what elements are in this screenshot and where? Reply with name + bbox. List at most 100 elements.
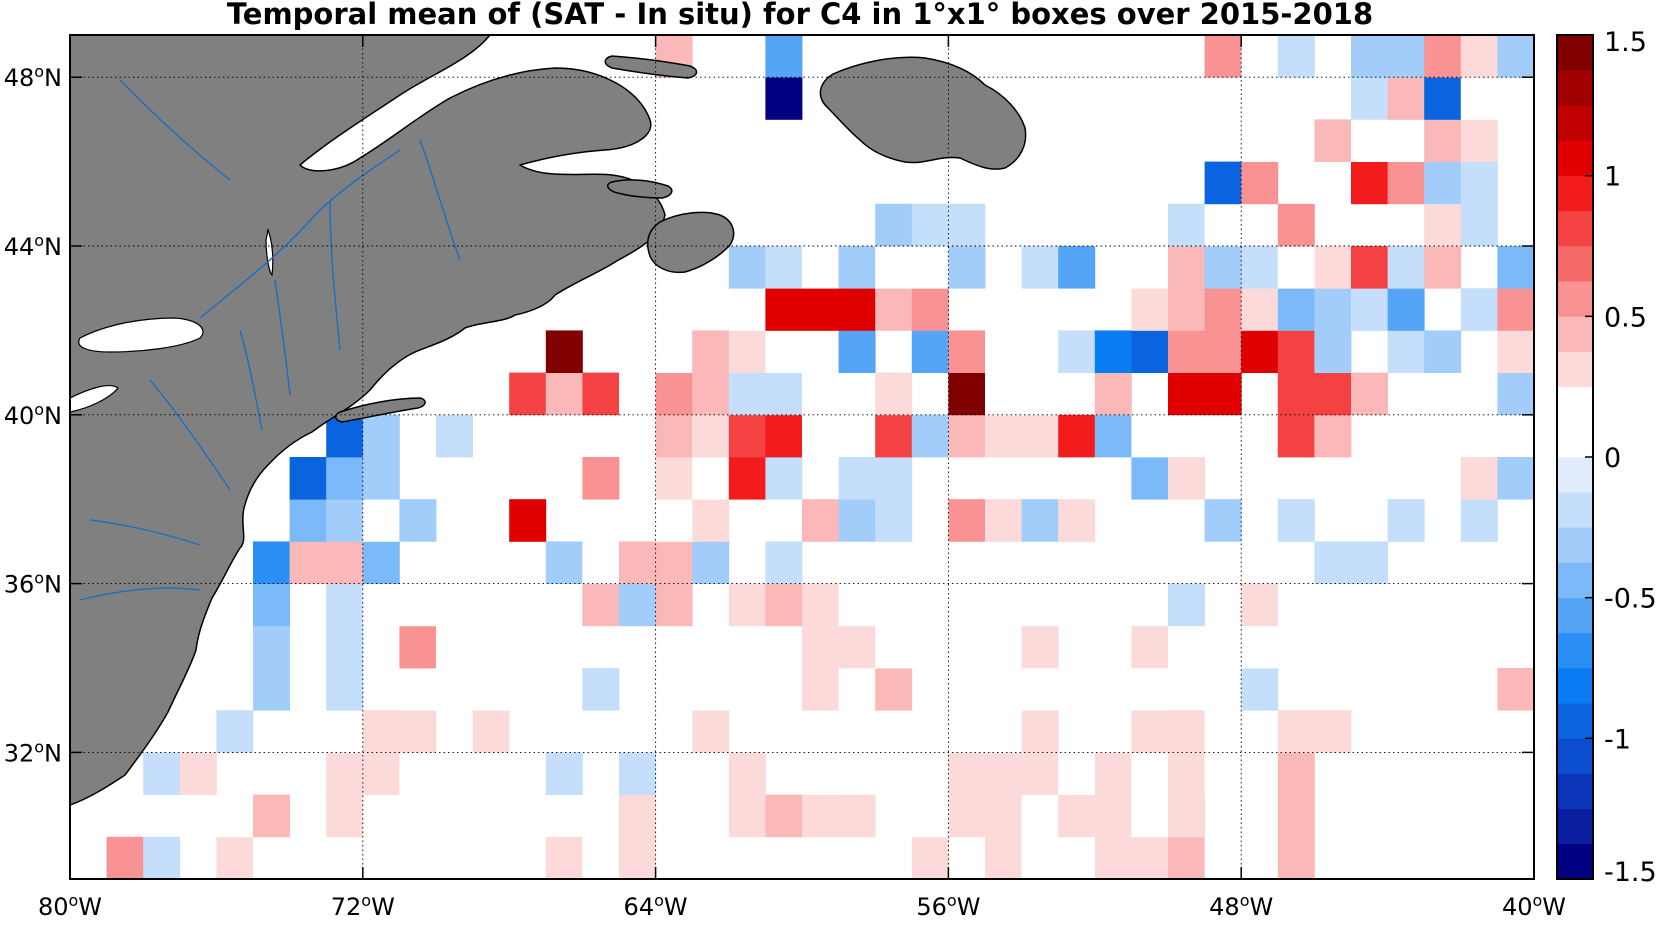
data-cell xyxy=(179,794,217,838)
data-cell xyxy=(253,625,290,669)
data-cell xyxy=(728,330,766,373)
data-cell xyxy=(1058,794,1096,838)
frame-ticks xyxy=(70,35,1534,879)
data-cell xyxy=(216,710,254,753)
data-cell xyxy=(948,499,986,542)
data-cell xyxy=(1131,330,1169,373)
data-cell xyxy=(1387,35,1425,36)
data-cell xyxy=(619,372,656,416)
data-cell xyxy=(1204,161,1242,205)
data-cell xyxy=(948,330,986,373)
colorbar-tick-label: 0 xyxy=(1604,443,1621,474)
data-cell xyxy=(436,457,473,500)
colorbar-segment xyxy=(1557,527,1593,563)
colorbar-segment xyxy=(1557,105,1593,141)
data-cell xyxy=(1497,35,1534,36)
data-cell xyxy=(765,414,803,458)
island-anticosti xyxy=(604,55,698,79)
lake-champlain xyxy=(265,227,274,277)
data-cell xyxy=(1424,161,1462,205)
data-cell xyxy=(1424,35,1462,78)
data-cell xyxy=(838,583,876,627)
data-cell xyxy=(1277,710,1315,753)
lake-ontario xyxy=(78,317,204,353)
data-cell xyxy=(472,625,510,669)
data-cell xyxy=(1314,161,1352,205)
colorbar-segment xyxy=(1557,808,1593,845)
data-cell xyxy=(948,372,986,416)
data-cell xyxy=(253,583,290,627)
x-tick-label: 40oW xyxy=(1502,891,1566,921)
data-cell xyxy=(436,625,473,669)
data-cell xyxy=(1424,35,1462,36)
data-cell xyxy=(1424,77,1462,120)
river-st-lawrence xyxy=(199,149,401,319)
data-cell xyxy=(179,752,217,795)
colorbar-tick-label: 1.5 xyxy=(1604,27,1647,58)
data-cell xyxy=(655,457,693,500)
data-cell xyxy=(1131,457,1169,500)
data-cell xyxy=(362,583,400,627)
data-cell xyxy=(1387,77,1425,120)
y-tick-labels: 32oN 36oN 40oN 44oN 48oN xyxy=(4,62,62,767)
data-cell xyxy=(1460,583,1498,627)
x-tick-label: 48oW xyxy=(1209,891,1273,921)
data-cell xyxy=(911,583,949,627)
data-cell xyxy=(289,836,327,879)
data-cell xyxy=(948,752,986,795)
data-cell xyxy=(545,330,583,373)
data-cell xyxy=(1314,288,1352,331)
data-cell xyxy=(1168,330,1205,373)
data-cell xyxy=(1387,35,1425,78)
data-cell xyxy=(216,836,254,879)
data-cell xyxy=(692,668,730,711)
data-cell xyxy=(1204,35,1242,36)
colorbar-segment xyxy=(1557,175,1593,212)
data-cell xyxy=(1094,752,1132,795)
x-tick-label: 56oW xyxy=(916,891,980,921)
x-tick-label: 80oW xyxy=(38,891,102,921)
data-cell xyxy=(765,794,803,838)
colorbar-tick-label: -0.5 xyxy=(1604,584,1657,615)
y-tick-label: 36oN xyxy=(4,569,62,599)
data-cell xyxy=(875,372,913,416)
data-cell xyxy=(472,710,510,753)
colorbar-segment xyxy=(1557,597,1593,634)
data-cell xyxy=(1277,836,1315,879)
colorbar-segment xyxy=(1557,35,1593,71)
data-cell xyxy=(326,836,364,879)
data-cell xyxy=(509,414,547,458)
data-cell xyxy=(765,372,803,416)
data-cell xyxy=(1497,457,1534,500)
data-cell xyxy=(1387,246,1425,289)
data-cell xyxy=(802,583,839,627)
data-cell xyxy=(1131,794,1169,838)
river-james xyxy=(79,587,201,601)
data-cell xyxy=(838,794,876,838)
river-delaware xyxy=(239,329,263,431)
data-cell xyxy=(1168,794,1205,838)
colorbar-segment xyxy=(1557,668,1593,704)
data-cell xyxy=(728,414,766,458)
data-cell xyxy=(875,668,913,711)
data-cell xyxy=(948,710,986,753)
data-cell xyxy=(1387,119,1425,162)
data-cell xyxy=(1277,330,1315,373)
data-cell xyxy=(399,668,437,711)
data-cell xyxy=(728,288,766,331)
data-cell xyxy=(985,752,1022,795)
data-cell xyxy=(1131,710,1169,753)
data-cell xyxy=(619,541,656,584)
data-cell xyxy=(802,246,839,289)
data-cell xyxy=(1314,372,1352,416)
data-cell xyxy=(1241,668,1279,711)
river-tributary-north xyxy=(119,79,231,181)
data-cell xyxy=(655,414,693,458)
data-cell xyxy=(728,583,766,627)
data-cell xyxy=(545,541,583,584)
data-cell xyxy=(802,288,839,331)
data-cell xyxy=(1314,625,1352,669)
data-cell xyxy=(802,625,839,669)
colorbar-segment xyxy=(1557,246,1593,282)
colorbar-segment xyxy=(1557,843,1593,880)
